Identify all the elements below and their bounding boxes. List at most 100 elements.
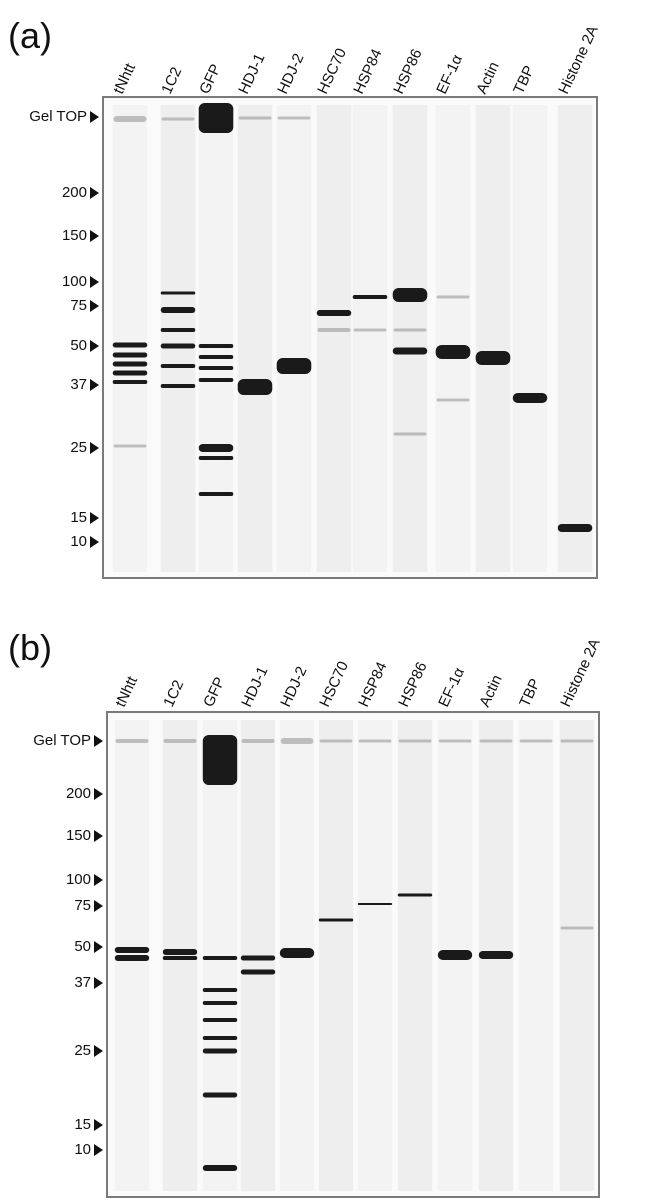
marker-label: 37 (74, 974, 91, 991)
marker-label: 25 (70, 439, 87, 456)
band (397, 893, 433, 897)
band (160, 307, 196, 313)
marker-arrow (90, 379, 99, 391)
band (198, 456, 234, 460)
lane-label: HSP86 (395, 659, 430, 709)
faint-band (438, 739, 472, 743)
band (512, 393, 548, 403)
lane-label: GFP (196, 62, 224, 97)
lane-label: tNhtt (112, 673, 141, 710)
lane-smear (392, 105, 428, 572)
lane-label: TBP (516, 676, 544, 710)
band (160, 291, 196, 295)
marker-label: 100 (62, 273, 87, 290)
marker-label: 15 (70, 509, 87, 526)
marker-arrow (94, 874, 103, 886)
lane-label: HSC70 (314, 46, 350, 97)
lane-label: GFP (200, 675, 228, 710)
marker-label: 37 (70, 376, 87, 393)
panel: (b) tNhtt 1C2 GFP HDJ-1 HDJ-2 HSC70 HSP84 HSP86 E… (8, 627, 604, 1198)
lane-label: HSP86 (390, 46, 425, 96)
band (352, 295, 388, 299)
panel-label: (b) (8, 627, 52, 668)
lane-smear (160, 105, 196, 572)
lane-smear (198, 105, 234, 572)
lane-smear (475, 105, 511, 572)
lane-label: tNhtt (110, 60, 139, 97)
band (198, 344, 234, 348)
band (198, 378, 234, 382)
marker-label: 200 (66, 785, 91, 802)
band (202, 1001, 238, 1005)
marker-arrow (90, 111, 99, 123)
band (392, 347, 428, 355)
marker-arrow (94, 788, 103, 800)
lane-label: Histone 2A (557, 636, 603, 710)
band (279, 948, 315, 958)
lane-label: 1C2 (160, 678, 187, 710)
lane-smear (518, 720, 554, 1191)
band (318, 918, 354, 922)
lane-smear (202, 720, 238, 1191)
lane-label: HDJ-2 (274, 51, 307, 97)
band (557, 524, 593, 532)
marker-arrow (90, 230, 99, 242)
band (478, 951, 514, 959)
band (202, 1092, 238, 1098)
band (392, 288, 428, 302)
faint-band (436, 398, 470, 402)
marker-label: 50 (70, 337, 87, 354)
band (198, 444, 234, 452)
lane-smear (316, 105, 352, 572)
band (112, 352, 148, 358)
lane-smear (435, 105, 471, 572)
faint-band (519, 739, 553, 743)
lane-smear (352, 105, 388, 572)
band (162, 956, 198, 960)
marker-arrow (94, 941, 103, 953)
marker-arrow (94, 977, 103, 989)
marker-label: 75 (74, 897, 91, 914)
band (198, 103, 234, 133)
marker-label: 150 (62, 227, 87, 244)
faint-band (161, 117, 195, 121)
band (202, 1018, 238, 1022)
faint-band (115, 739, 149, 743)
marker-arrow (94, 1144, 103, 1156)
faint-band (358, 739, 392, 743)
marker-label: 50 (74, 938, 91, 955)
marker-label: 10 (74, 1141, 91, 1158)
band (202, 735, 238, 785)
band (160, 328, 196, 332)
marker-arrow (90, 512, 99, 524)
marker-arrow (94, 735, 103, 747)
marker-arrow (90, 276, 99, 288)
lane-label: Histone 2A (555, 23, 601, 97)
band (240, 955, 276, 961)
band (475, 351, 511, 365)
lane-smear (557, 105, 593, 572)
marker-label: Gel TOP (33, 732, 91, 749)
band (162, 949, 198, 955)
lane-label: EF-1α (433, 52, 466, 97)
band (435, 345, 471, 359)
marker-arrow (90, 340, 99, 352)
panel: (a) tNhtt 1C2 GFP HDJ-1 HDJ-2 HSC70 HSP84 HSP86 E… (8, 15, 602, 579)
band (160, 343, 196, 349)
faint-band (560, 926, 594, 930)
band (237, 379, 273, 395)
lane-smear (357, 720, 393, 1191)
lane-label: TBP (510, 63, 538, 97)
band (112, 370, 148, 376)
band (437, 950, 473, 960)
marker-arrow (94, 1045, 103, 1057)
lane-label: HDJ-1 (238, 664, 271, 710)
marker-arrow (94, 830, 103, 842)
marker-label: 15 (74, 1116, 91, 1133)
marker-label: Gel TOP (29, 108, 87, 125)
faint-band (277, 116, 311, 120)
faint-band (393, 328, 427, 332)
lane-smear (559, 720, 595, 1191)
band (198, 366, 234, 370)
